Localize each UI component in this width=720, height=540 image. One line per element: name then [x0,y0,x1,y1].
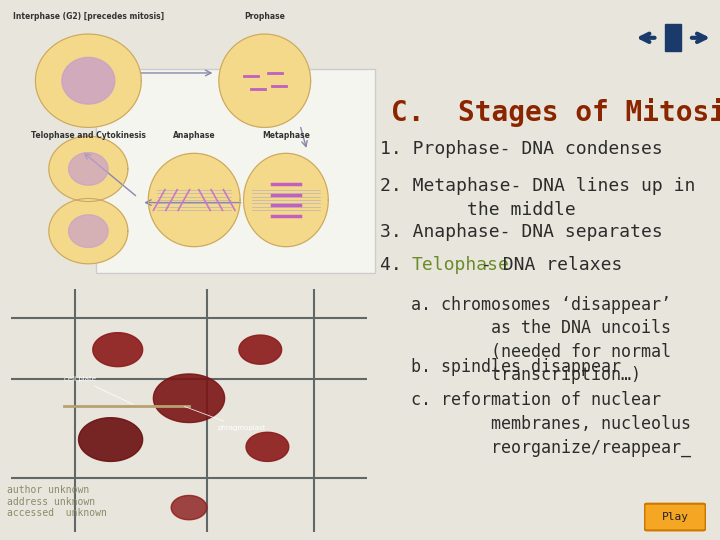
Polygon shape [219,34,310,127]
Text: Metaphase: Metaphase [262,131,310,140]
Polygon shape [171,496,207,519]
Text: cell plate: cell plate [64,376,133,404]
Text: 1. Prophase- DNA condenses: 1. Prophase- DNA condenses [380,140,663,158]
Polygon shape [243,153,328,247]
Text: - DNA relaxes: - DNA relaxes [481,256,622,274]
Polygon shape [62,57,114,104]
Text: Telophase: Telophase [411,256,509,274]
Text: 2. Metaphase- DNA lines up in
        the middle: 2. Metaphase- DNA lines up in the middle [380,177,696,219]
Polygon shape [239,335,282,364]
FancyBboxPatch shape [96,69,374,273]
Polygon shape [93,333,143,367]
Text: Interphase (G2) [precedes mitosis]: Interphase (G2) [precedes mitosis] [13,12,164,21]
Text: 3. Anaphase- DNA separates: 3. Anaphase- DNA separates [380,223,663,241]
FancyBboxPatch shape [644,504,706,530]
Polygon shape [153,374,225,422]
Text: c. reformation of nuclear
        membranes, nucleolus
        reorganize/reappe: c. reformation of nuclear membranes, nuc… [411,391,691,457]
Text: author unknown
address unknown
accessed  unknown: author unknown address unknown accessed … [7,485,107,518]
Polygon shape [35,34,141,127]
Text: a. chromosomes ‘disappear’
        as the DNA uncoils
        (needed for normal: a. chromosomes ‘disappear’ as the DNA un… [411,295,671,384]
Polygon shape [49,199,128,264]
Text: Anaphase: Anaphase [173,131,215,140]
Polygon shape [68,153,108,185]
Polygon shape [78,418,143,461]
Text: 4.: 4. [380,256,413,274]
Text: b. spindles disappear: b. spindles disappear [411,358,621,376]
Bar [665,24,681,51]
Text: Play: Play [662,512,688,522]
Polygon shape [148,153,240,247]
Text: C.  Stages of Mitosis: C. Stages of Mitosis [392,98,720,127]
Polygon shape [49,136,128,201]
Text: Telophase and Cytokinesis: Telophase and Cytokinesis [31,131,145,140]
Polygon shape [68,215,108,247]
Text: phragmoplast: phragmoplast [184,407,266,431]
Text: Prophase: Prophase [244,12,285,21]
Polygon shape [246,433,289,461]
